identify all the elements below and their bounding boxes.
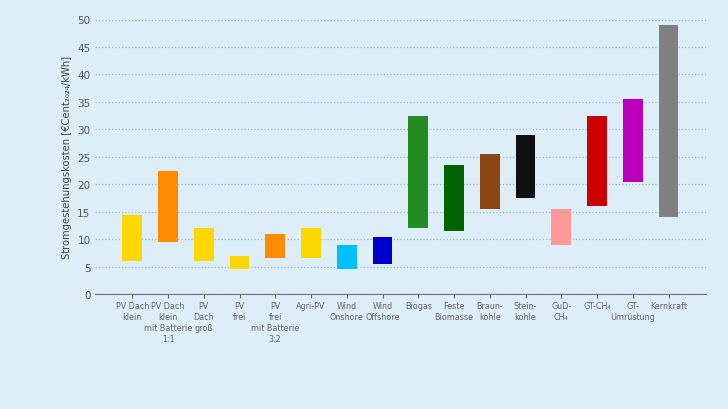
Bar bbox=[408, 116, 428, 229]
Bar bbox=[122, 215, 142, 262]
Bar bbox=[551, 209, 571, 245]
Bar bbox=[194, 229, 213, 262]
Bar bbox=[480, 155, 499, 209]
Bar bbox=[373, 237, 392, 264]
Bar bbox=[158, 171, 178, 243]
Bar bbox=[515, 135, 535, 198]
Bar bbox=[230, 256, 250, 270]
Bar bbox=[444, 166, 464, 231]
Bar bbox=[587, 116, 607, 207]
Bar bbox=[301, 229, 321, 259]
Bar bbox=[337, 245, 357, 270]
Bar bbox=[623, 100, 643, 182]
Bar bbox=[659, 26, 678, 218]
Y-axis label: Stromgestehungskosten [€Cent₂₀₂₄/kWh]: Stromgestehungskosten [€Cent₂₀₂₄/kWh] bbox=[62, 56, 71, 259]
Bar bbox=[266, 234, 285, 259]
